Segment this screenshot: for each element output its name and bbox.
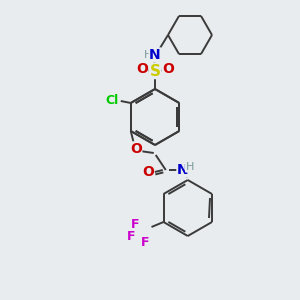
Text: N: N bbox=[177, 163, 189, 177]
Text: H: H bbox=[144, 50, 152, 60]
Text: O: O bbox=[142, 165, 154, 179]
Text: Cl: Cl bbox=[105, 94, 119, 107]
Text: F: F bbox=[131, 218, 140, 230]
Text: O: O bbox=[136, 62, 148, 76]
Text: F: F bbox=[127, 230, 136, 242]
Text: H: H bbox=[186, 162, 194, 172]
Text: N: N bbox=[149, 48, 161, 62]
Text: O: O bbox=[130, 142, 142, 156]
Text: S: S bbox=[149, 64, 161, 79]
Text: F: F bbox=[141, 236, 150, 248]
Text: O: O bbox=[162, 62, 174, 76]
